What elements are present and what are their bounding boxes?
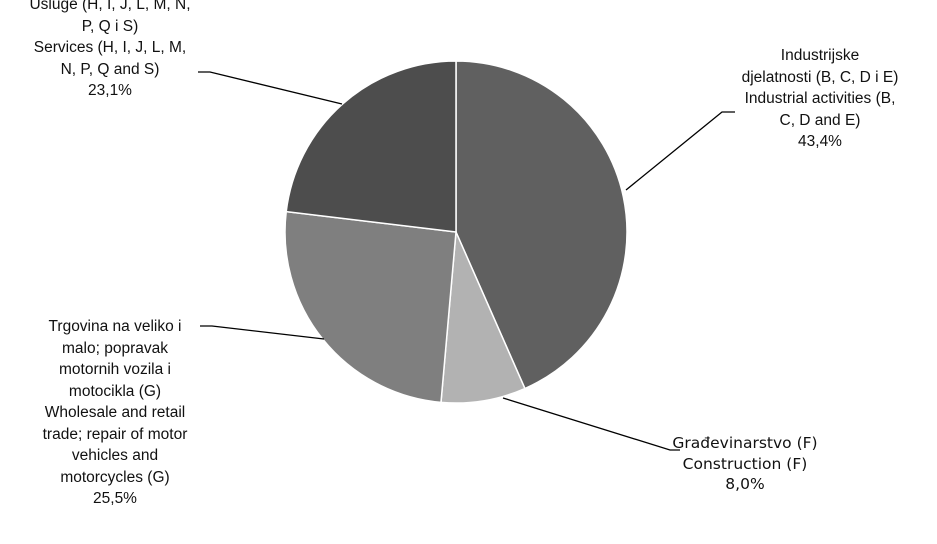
label-trade-line-1: Trgovina na veliko i [48,318,182,335]
label-trade-line-2: malo; popravak [62,339,168,357]
label-services-line-4: N, P, Q and S) [60,60,160,78]
label-services-line-1: Usluge (H, I, J, L, M, N, [29,0,191,13]
label-services-line-3: Services (H, I, J, L, M, [33,39,187,56]
label-industrial-value: 43,4% [798,133,842,150]
label-trade-line-8: motorcycles (G) [60,468,170,486]
label-trade-line-7: vehicles and [71,447,159,464]
slice-trade [284,210,457,404]
label-construction-line-2: Construction (F) [682,454,808,473]
slice-industrial [455,60,628,390]
leader-industrial [625,111,735,191]
label-industrial-line-4: C, D and E) [779,111,861,129]
label-services-line-2: P, Q i S) [81,17,139,35]
label-construction-line-1: Građevinarstvo (F) [672,434,818,452]
label-services: Usluge (H, I, J, L, M, N, P, Q i S) Serv… [0,0,220,102]
label-trade-line-4: motocikla (G) [68,382,162,400]
label-industrial-line-1: Industrijske [780,47,860,64]
leader-construction [502,397,680,451]
label-construction: Građevinarstvo (F) Construction (F) 8,0% [650,433,840,495]
label-trade-line-6: trade; repair of motor [42,425,188,443]
label-construction-value: 8,0% [725,475,765,493]
leader-trade [200,325,325,340]
label-services-value: 23,1% [88,82,132,99]
label-trade-line-5: Wholesale and retail [44,404,186,421]
label-trade: Trgovina na veliko i malo; popravak moto… [10,316,220,510]
label-industrial-line-2: djelatnosti (B, C, D i E) [741,68,899,86]
label-trade-value: 25,5% [93,490,137,507]
label-industrial-line-3: Industrial activities (B, [744,90,896,107]
label-trade-line-3: motornih vozila i [59,361,171,378]
leader-services [198,71,343,105]
slice-services [285,60,457,233]
label-industrial: Industrijske djelatnosti (B, C, D i E) I… [720,45,920,153]
